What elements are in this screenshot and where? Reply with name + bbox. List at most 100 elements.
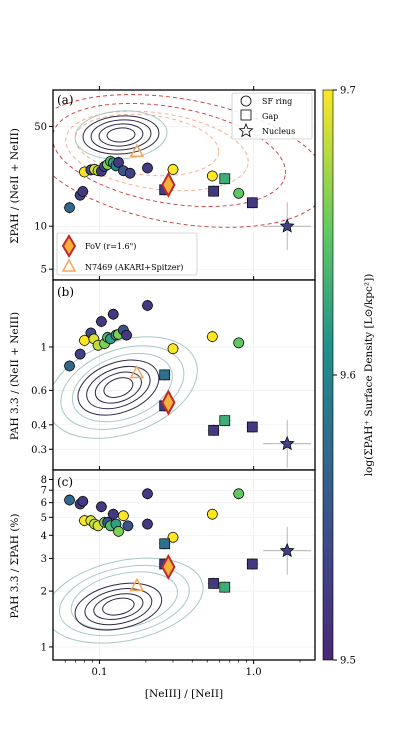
contour-line bbox=[70, 571, 178, 630]
sf-ring-point bbox=[64, 494, 75, 506]
gap-point bbox=[208, 424, 219, 436]
data-points bbox=[63, 143, 312, 251]
legend-n7469: N7469 (AKARI+Spitzer) bbox=[85, 263, 183, 272]
y-tick-label: 3 bbox=[41, 554, 47, 565]
sf-ring-point bbox=[233, 187, 245, 199]
sf-ring-point bbox=[77, 186, 89, 197]
y-tick-label: 5 bbox=[41, 513, 47, 524]
contour-line bbox=[90, 119, 152, 151]
legend-nucleus: Nucleus bbox=[262, 127, 295, 136]
gap-point bbox=[219, 415, 231, 427]
data-points bbox=[63, 299, 312, 468]
sf-ring-point bbox=[122, 520, 134, 532]
panel-c: 1 2 3 4 5 678 0.1 1.0 bbox=[41, 466, 316, 678]
legend-gap: Gap bbox=[262, 112, 278, 121]
fov-legend: FoV (r=1.6") N7469 (AKARI+Spitzer) bbox=[56, 232, 198, 276]
y-tick-label: 8 bbox=[41, 475, 47, 486]
sf-ring-point bbox=[124, 167, 136, 179]
nucleus-point bbox=[279, 435, 295, 451]
y-tick-label: 0.3 bbox=[31, 445, 47, 456]
fov-point bbox=[161, 171, 176, 198]
ylabel-a: ΣPAH / (NeII + NeIII) bbox=[9, 128, 21, 244]
contour-line bbox=[82, 115, 160, 155]
sf-ring-point bbox=[207, 170, 218, 182]
sf-ring-point bbox=[142, 488, 153, 500]
y-tick-label: 6 bbox=[41, 498, 47, 509]
panel-b: 0.3 0.4 0.6 1 bbox=[31, 276, 316, 474]
density-contours bbox=[53, 557, 204, 644]
xlabel: [NeIII] / [NeII] bbox=[145, 688, 223, 700]
n7469-point bbox=[129, 143, 145, 158]
sf-ring-point bbox=[167, 531, 179, 543]
contour-line bbox=[106, 127, 136, 143]
contour-line bbox=[77, 359, 160, 416]
grid bbox=[53, 470, 315, 660]
y-tick-label: 10 bbox=[34, 222, 47, 233]
square-legend-icon bbox=[240, 109, 252, 121]
fov-point bbox=[161, 553, 176, 581]
colorbar-tick-label: 9.7 bbox=[340, 86, 356, 97]
sf-ring-point bbox=[113, 526, 124, 537]
contour-line bbox=[53, 94, 315, 228]
ylabel-c: PAH 3.3 / ΣPAH (%) bbox=[9, 514, 21, 619]
gap-point bbox=[219, 173, 231, 185]
contour-line bbox=[98, 123, 144, 147]
sf-ring-point bbox=[64, 360, 75, 372]
colorbar: log(ΣPAH⁺ Surface Density [L⊙/kpc²]) 9.5… bbox=[322, 86, 375, 667]
sf-ring-point bbox=[96, 501, 107, 513]
contour-line bbox=[86, 365, 151, 410]
y-tick-label: 7 bbox=[41, 486, 47, 497]
contour-line bbox=[60, 345, 185, 430]
contour-line bbox=[93, 593, 144, 620]
sf-ring-point bbox=[207, 508, 218, 520]
sf-ring-point bbox=[96, 316, 107, 327]
n7469-point bbox=[129, 577, 145, 592]
colorbar-label: log(ΣPAH⁺ Surface Density [L⊙/kpc²]) bbox=[363, 274, 375, 477]
contour-line bbox=[74, 582, 163, 631]
sf-ring-point bbox=[167, 343, 179, 355]
gap-point bbox=[219, 581, 231, 593]
contour-line bbox=[53, 103, 286, 207]
panel-b-label: (b) bbox=[57, 285, 74, 299]
sf-ring-point bbox=[74, 348, 86, 360]
star-legend-icon bbox=[238, 122, 254, 138]
sf-ring-point bbox=[107, 308, 119, 320]
colorbar-gradient bbox=[322, 89, 334, 661]
triangle-legend-icon bbox=[61, 258, 77, 272]
y-tick-label: 1 bbox=[41, 642, 47, 653]
gap-point bbox=[246, 421, 258, 433]
density-contours bbox=[53, 94, 315, 228]
marker-legend: SF ring Gap Nucleus bbox=[231, 92, 313, 140]
contour-line bbox=[103, 377, 134, 398]
contour-line bbox=[84, 588, 153, 626]
contour-line bbox=[71, 352, 173, 423]
panel-c-label: (c) bbox=[57, 475, 73, 489]
contour-line bbox=[58, 565, 190, 637]
sf-ring-point bbox=[121, 329, 132, 341]
y-tick-label: 4 bbox=[41, 531, 47, 542]
y-tick-label: 5 bbox=[41, 265, 47, 276]
gap-point bbox=[208, 185, 219, 197]
y-tick-label: 1 bbox=[41, 342, 47, 353]
contour-line bbox=[102, 597, 135, 616]
contour-line bbox=[53, 557, 204, 644]
sf-ring-point bbox=[142, 300, 153, 311]
colorbar-tick-label: 9.5 bbox=[340, 656, 356, 667]
y-tick-label: 0.4 bbox=[31, 420, 47, 431]
sf-ring-point bbox=[113, 157, 124, 168]
gap-point bbox=[159, 369, 171, 381]
circle-legend-icon bbox=[240, 95, 252, 107]
legend-fov: FoV (r=1.6") bbox=[85, 242, 136, 251]
nucleus-point bbox=[279, 218, 295, 233]
sf-ring-point bbox=[118, 510, 129, 522]
sf-ring-point bbox=[207, 331, 218, 342]
gap-point bbox=[246, 558, 258, 570]
diamond-legend-icon bbox=[61, 234, 77, 258]
contour-line bbox=[74, 113, 220, 177]
sf-ring-point bbox=[142, 518, 153, 530]
fov-point bbox=[161, 389, 176, 416]
y-tick-label: 50 bbox=[34, 122, 47, 133]
y-tick-label: 2 bbox=[41, 587, 47, 598]
legend-sf-ring: SF ring bbox=[262, 97, 292, 106]
ylabel-b: PAH 3.3 / (NeII + NeIII) bbox=[9, 312, 21, 440]
